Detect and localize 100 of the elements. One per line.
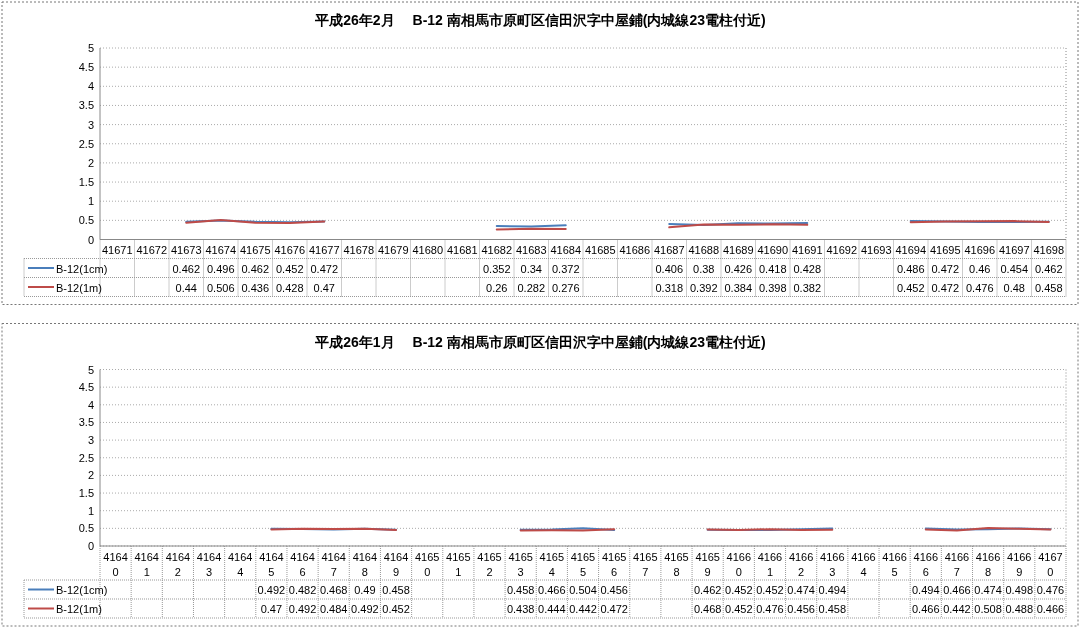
x-tick-label: 41674: [205, 243, 237, 256]
x-tick-label: 41651: [446, 551, 471, 578]
y-tick-label: 1.5: [78, 176, 94, 189]
data-label: 0.476: [965, 281, 994, 294]
data-label: 0.462: [693, 584, 722, 596]
x-tick-label: 41677: [308, 243, 340, 256]
x-tick-label: 41690: [757, 243, 789, 256]
data-label: 0.392: [689, 281, 718, 294]
data-label: 0.49: [354, 584, 376, 596]
data-label: 0.47: [313, 281, 335, 294]
data-label: 0.474: [974, 584, 1002, 596]
data-label: 0.494: [912, 584, 940, 596]
x-tick-label: 41642: [165, 551, 191, 578]
data-label: 0.472: [931, 281, 960, 294]
x-tick-label: 41660: [726, 551, 752, 578]
data-label: 0.466: [943, 584, 971, 596]
y-tick-label: 5: [87, 363, 94, 376]
data-label: 0.454: [1000, 262, 1029, 275]
data-label: 0.492: [257, 584, 286, 596]
x-tick-label: 41693: [860, 243, 892, 256]
x-tick-label: 41650: [414, 551, 440, 578]
y-tick-label: 2.5: [78, 451, 94, 464]
data-label: 0.452: [382, 603, 410, 615]
data-label: 0.492: [351, 603, 379, 615]
data-label: 0.382: [793, 281, 822, 294]
x-tick-label: 41672: [136, 243, 168, 256]
data-label: 0.492: [288, 603, 317, 615]
data-label: 0.442: [569, 603, 597, 615]
x-tick-label: 41681: [446, 243, 478, 256]
data-label: 0.466: [912, 603, 940, 615]
data-label: 0.458: [818, 603, 847, 615]
y-tick-label: 3.5: [78, 416, 94, 429]
x-tick-label: 41679: [377, 243, 409, 256]
x-tick-label: 41655: [570, 551, 596, 578]
data-label: 0.458: [382, 584, 410, 596]
x-tick-label: 41644: [227, 551, 253, 578]
data-label: 0.428: [275, 281, 304, 294]
data-label: 0.384: [724, 281, 753, 294]
data-label: 0.506: [206, 281, 235, 294]
data-label: 0.44: [175, 281, 197, 294]
x-tick-label: 41686: [619, 243, 651, 256]
x-tick-label: 41671: [101, 243, 133, 256]
x-tick-label: 41652: [477, 551, 502, 578]
data-label: 0.468: [319, 584, 348, 596]
x-tick-label: 41640: [103, 551, 128, 578]
chart-title: 平成26年1月 B-12 南相馬市原町区信田沢字中屋鋪(内城線23電柱付近): [314, 333, 766, 350]
data-label: 0.352: [482, 262, 511, 275]
x-tick-label: 41646: [290, 551, 315, 578]
x-tick-label: 41687: [653, 243, 685, 256]
data-label: 0.48: [1003, 281, 1025, 294]
y-tick-label: 4: [87, 398, 94, 411]
data-label: 0.472: [931, 262, 960, 275]
x-tick-label: 41685: [584, 243, 616, 256]
x-tick-label: 41658: [664, 551, 689, 578]
x-tick-label: 41666: [913, 551, 939, 578]
data-label: 0.466: [538, 584, 566, 596]
data-label: 0.496: [206, 262, 235, 275]
data-label: 0.504: [569, 584, 597, 596]
y-tick-label: 4.5: [78, 61, 94, 74]
data-label: 0.498: [1005, 584, 1034, 596]
x-tick-label: 41694: [895, 243, 927, 256]
x-tick-label: 41665: [882, 551, 907, 578]
data-label: 0.46: [969, 262, 991, 275]
x-tick-label: 41680: [412, 243, 444, 256]
y-tick-label: 2.5: [78, 137, 94, 150]
data-label: 0.282: [517, 281, 546, 294]
data-label: 0.318: [655, 281, 684, 294]
data-label: 0.47: [260, 603, 283, 615]
x-tick-label: 41696: [964, 243, 996, 256]
x-tick-label: 41645: [259, 551, 284, 578]
x-tick-label: 41695: [929, 243, 961, 256]
y-tick-label: 4.5: [78, 381, 94, 394]
x-tick-label: 41662: [788, 551, 814, 578]
x-tick-label: 41667: [944, 551, 970, 578]
data-label: 0.456: [600, 584, 628, 596]
x-tick-label: 41643: [196, 551, 222, 578]
x-tick-label: 41669: [1007, 551, 1032, 578]
legend-label: B-12(1cm): [56, 262, 108, 275]
y-tick-label: 3: [87, 434, 94, 447]
data-label: 0.452: [725, 603, 753, 615]
x-tick-label: 41641: [134, 551, 159, 578]
data-label: 0.418: [758, 262, 787, 275]
data-label: 0.452: [756, 584, 784, 596]
data-label: 0.438: [506, 603, 535, 615]
y-tick-label: 4: [87, 80, 94, 93]
legend-label: B-12(1cm): [56, 584, 108, 596]
data-label: 0.444: [538, 603, 566, 615]
data-label: 0.34: [520, 262, 542, 275]
legend-label: B-12(1m): [56, 281, 102, 294]
data-label: 0.276: [551, 281, 580, 294]
data-label: 0.436: [241, 281, 270, 294]
x-tick-label: 41670: [1038, 551, 1063, 578]
y-tick-label: 5: [87, 42, 94, 54]
x-tick-label: 41673: [170, 243, 202, 256]
data-label: 0.488: [1005, 603, 1034, 615]
x-tick-label: 41689: [722, 243, 754, 256]
data-label: 0.468: [693, 603, 722, 615]
x-tick-label: 41649: [383, 551, 409, 578]
data-label: 0.26: [486, 281, 508, 294]
data-label: 0.466: [1036, 603, 1065, 615]
